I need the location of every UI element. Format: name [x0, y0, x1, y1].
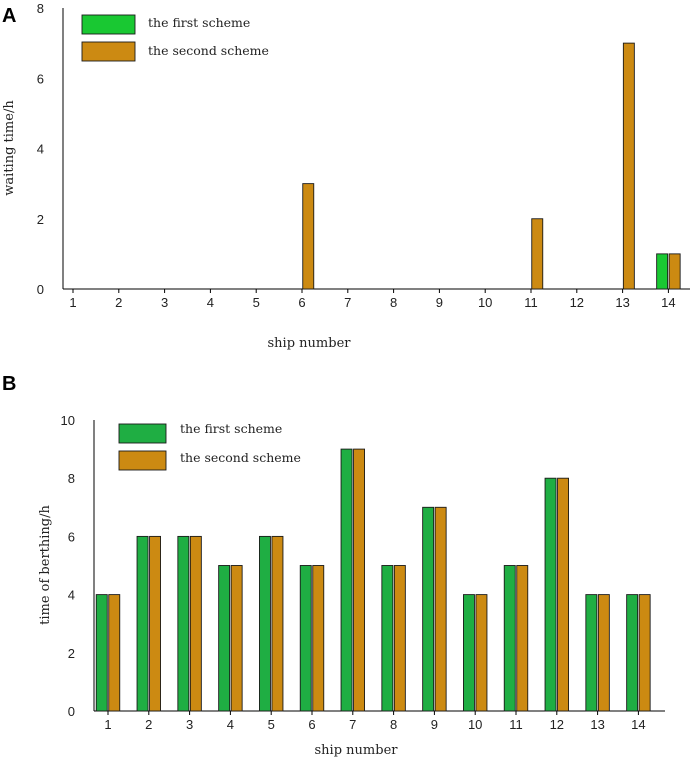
x-tick-label-b-7: 7	[349, 717, 356, 732]
x-tick-label-b-3: 3	[186, 717, 193, 732]
x-tick-label-b-6: 6	[308, 717, 315, 732]
x-tick-label-a-12: 12	[570, 295, 584, 310]
x-tick-label-b-14: 14	[631, 717, 645, 732]
x-tick-label-b-5: 5	[268, 717, 275, 732]
x-tick-label-a-1: 1	[69, 295, 76, 310]
bar-b-second-scheme-ship-14	[638, 594, 651, 712]
bar-a-second-scheme-ship-11	[531, 218, 544, 290]
x-tick-label-b-11: 11	[509, 717, 523, 732]
bar-b-second-scheme-ship-11	[516, 565, 529, 712]
bar-b-first-scheme-ship-14	[626, 594, 639, 712]
x-tick-label-a-9: 9	[436, 295, 443, 310]
bar-b-first-scheme-ship-11	[503, 565, 516, 712]
bar-b-first-scheme-ship-8	[381, 565, 394, 712]
x-tick-label-a-8: 8	[390, 295, 397, 310]
legend-swatch-second-scheme-a	[81, 41, 136, 62]
x-tick-label-b-8: 8	[390, 717, 397, 732]
x-tick-label-a-6: 6	[298, 295, 305, 310]
x-axis-title-a: ship number	[268, 336, 352, 351]
bar-b-second-scheme-ship-8	[393, 565, 406, 712]
x-tick-label-b-1: 1	[104, 717, 111, 732]
legend-label-first-scheme-b: the first scheme	[180, 421, 282, 436]
bar-b-first-scheme-ship-9	[422, 506, 435, 712]
y-tick-label-b-8: 8	[68, 471, 75, 486]
legend-swatch-first-scheme-b	[118, 423, 167, 444]
x-ticks-a: 1 2 3 4 5 6 7 8 9 10 11 12 13 14	[69, 289, 676, 310]
x-tick-label-a-7: 7	[344, 295, 351, 310]
bar-b-first-scheme-ship-12	[544, 477, 557, 712]
bar-a-first-scheme-ship-14	[656, 253, 669, 290]
legend-a: the first scheme the second scheme	[81, 14, 269, 62]
legend-label-second-scheme-a: the second scheme	[148, 43, 269, 58]
bar-b-second-scheme-ship-1	[108, 594, 121, 712]
y-axis-title-b: time of berthing/h	[38, 505, 53, 625]
x-tick-label-a-13: 13	[615, 295, 629, 310]
bar-b-second-scheme-ship-12	[557, 477, 569, 712]
legend-label-first-scheme-a: the first scheme	[148, 15, 250, 30]
legend-b: the first scheme the second scheme	[118, 421, 301, 471]
bar-b-second-scheme-ship-3	[189, 535, 202, 712]
x-tick-label-a-3: 3	[161, 295, 168, 310]
bar-b-second-scheme-ship-10	[475, 594, 488, 712]
x-tick-label-a-11: 11	[524, 295, 538, 310]
x-tick-label-b-12: 12	[550, 717, 564, 732]
x-tick-label-a-14: 14	[661, 295, 675, 310]
bars-b	[95, 448, 651, 712]
y-tick-label-b-2: 2	[68, 646, 75, 661]
x-axis-title-b: ship number	[315, 743, 399, 758]
bar-b-first-scheme-ship-5	[259, 535, 271, 712]
x-tick-label-b-2: 2	[145, 717, 152, 732]
x-tick-label-b-9: 9	[431, 717, 438, 732]
panel-letter-a: A	[2, 5, 16, 27]
panel-letter-b: B	[2, 373, 16, 395]
legend-label-second-scheme-b: the second scheme	[180, 450, 301, 465]
y-tick-label-a-6: 6	[37, 71, 44, 86]
legend-swatch-second-scheme-b	[118, 450, 167, 471]
bar-b-first-scheme-ship-10	[463, 594, 475, 712]
bar-b-second-scheme-ship-9	[434, 506, 447, 712]
bar-b-first-scheme-ship-3	[177, 535, 190, 712]
bar-b-first-scheme-ship-13	[585, 594, 598, 712]
bar-b-first-scheme-ship-1	[95, 594, 108, 712]
bar-b-second-scheme-ship-2	[149, 535, 162, 712]
x-tick-label-b-13: 13	[590, 717, 604, 732]
bar-b-first-scheme-ship-2	[136, 535, 149, 712]
y-axis-title-a: waiting time/h	[2, 100, 17, 196]
y-ticks-b: 0 2 4 6 8 10	[61, 413, 75, 719]
y-tick-label-a-0: 0	[37, 282, 44, 297]
bar-b-second-scheme-ship-4	[230, 565, 243, 712]
bar-b-first-scheme-ship-4	[218, 565, 231, 712]
x-tick-label-a-2: 2	[115, 295, 122, 310]
y-tick-label-b-6: 6	[68, 529, 75, 544]
bar-b-second-scheme-ship-5	[271, 535, 284, 712]
x-tick-label-b-10: 10	[468, 717, 482, 732]
y-tick-label-a-2: 2	[37, 212, 44, 227]
bar-a-second-scheme-ship-6	[302, 183, 315, 290]
y-tick-label-a-4: 4	[37, 142, 44, 157]
bar-b-second-scheme-ship-7	[353, 448, 365, 712]
bar-b-second-scheme-ship-6	[312, 565, 325, 712]
bar-b-second-scheme-ship-13	[597, 594, 610, 712]
x-tick-label-b-4: 4	[227, 717, 234, 732]
y-tick-label-b-10: 10	[61, 413, 75, 428]
y-tick-label-a-8: 8	[37, 1, 44, 16]
bar-b-first-scheme-ship-7	[340, 448, 353, 712]
bar-b-first-scheme-ship-6	[299, 565, 312, 712]
legend-swatch-first-scheme-a	[81, 14, 136, 35]
y-tick-label-b-4: 4	[68, 588, 75, 603]
bar-a-second-scheme-ship-14	[668, 253, 681, 290]
y-tick-label-b-0: 0	[68, 704, 75, 719]
bars-a	[302, 42, 681, 290]
x-ticks-b: 1 2 3 4 5 6 7 8 9 10 11 12 13 14	[104, 711, 646, 732]
y-ticks-a: 0 2 4 6 8	[37, 1, 44, 297]
x-tick-label-a-10: 10	[478, 295, 492, 310]
x-tick-label-a-5: 5	[253, 295, 260, 310]
bar-a-second-scheme-ship-13	[622, 42, 635, 290]
x-tick-label-a-4: 4	[207, 295, 214, 310]
